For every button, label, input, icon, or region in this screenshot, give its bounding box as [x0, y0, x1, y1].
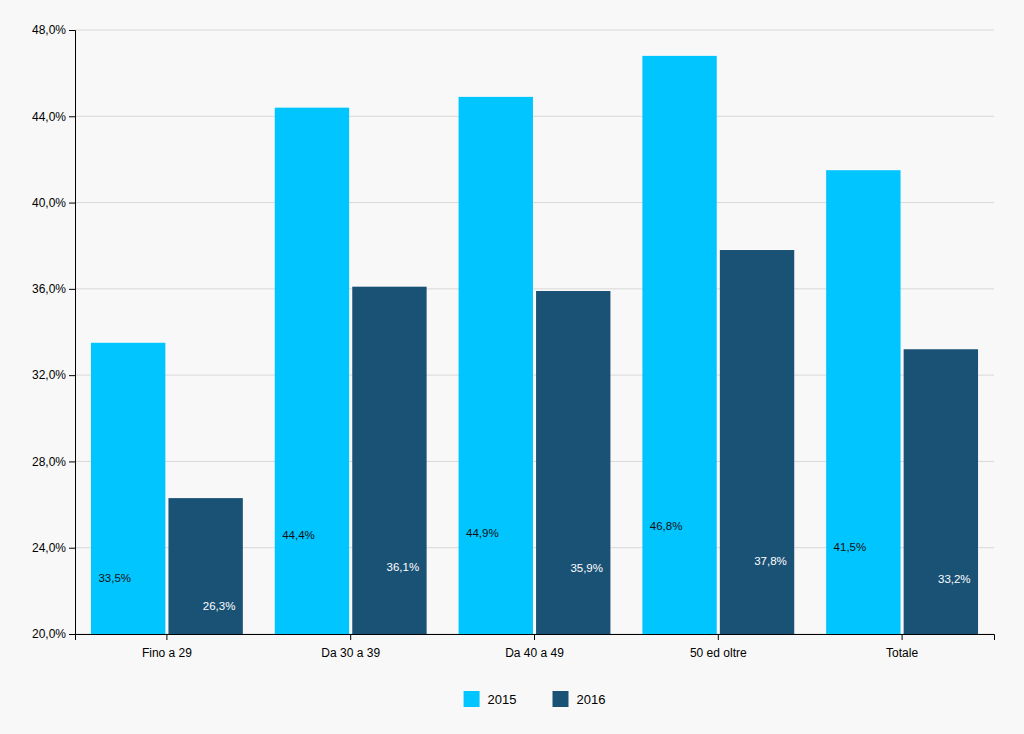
x-tick-label: Fino a 29 [142, 646, 192, 660]
y-tick-label: 44,0% [32, 110, 66, 124]
y-tick-mark [69, 461, 75, 462]
legend-item: 2015 [464, 691, 517, 707]
x-tick-label: 50 ed oltre [690, 646, 747, 660]
data-label: 33,5% [98, 572, 131, 584]
y-tick-label: 40,0% [32, 196, 66, 210]
x-tick: Da 40 a 49 [505, 634, 564, 660]
x-tick-label: Da 40 a 49 [505, 646, 564, 660]
y-tick-label: 32,0% [32, 368, 66, 382]
x-tick: Da 30 a 39 [321, 634, 380, 660]
y-tick: 24,0% [32, 541, 75, 555]
grid-line [75, 30, 994, 31]
bar [168, 498, 242, 634]
y-tick-mark [69, 289, 75, 290]
x-tick-label: Da 30 a 39 [321, 646, 380, 660]
x-axis: Fino a 29 Da 30 a 39 Da 40 a 49 50 ed oltre… [76, 634, 995, 660]
background [0, 0, 1024, 734]
bar [904, 349, 978, 634]
series-bars [91, 56, 901, 634]
data-label: 44,9% [466, 527, 499, 539]
data-label: 35,9% [570, 562, 603, 574]
y-tick-mark [69, 548, 75, 549]
data-label: 26,3% [203, 600, 236, 612]
y-tick-mark [69, 203, 75, 204]
y-tick: 40,0% [32, 196, 75, 210]
legend-label: 2016 [577, 692, 606, 707]
y-tick: 36,0% [32, 282, 75, 296]
x-tick-mark [166, 634, 167, 640]
data-label: 46,8% [650, 520, 683, 532]
y-tick: 44,0% [32, 110, 75, 124]
y-tick-label: 24,0% [32, 541, 66, 555]
x-tick-mark [534, 634, 535, 640]
x-tick: Fino a 29 [142, 634, 192, 660]
grid [75, 30, 994, 634]
y-tick: 20,0% [32, 627, 75, 641]
legend-swatch [464, 691, 480, 707]
y-tick: 48,0% [32, 23, 75, 37]
bar [536, 291, 610, 634]
y-tick-label: 20,0% [32, 627, 66, 641]
x-tick-mark [718, 634, 719, 640]
data-label: 41,5% [834, 541, 867, 553]
y-tick: 32,0% [32, 368, 75, 382]
bar [642, 56, 716, 634]
x-axis-line [76, 635, 995, 641]
y-tick-mark [69, 634, 75, 635]
chart: 20,0% 24,0% 28,0% 32,0% 36,0% 40,0% 44,0% 48,0%… [0, 0, 1024, 734]
data-label: 33,2% [938, 573, 971, 585]
legend-item: 2016 [553, 691, 606, 707]
bar [826, 170, 900, 634]
y-tick-label: 28,0% [32, 455, 66, 469]
y-tick-label: 36,0% [32, 282, 66, 296]
data-label: 44,4% [282, 529, 315, 541]
x-tick: 50 ed oltre [690, 634, 747, 660]
data-label: 36,1% [387, 561, 420, 573]
y-tick: 28,0% [32, 455, 75, 469]
bar [459, 97, 533, 634]
bar [91, 343, 165, 634]
bar [720, 250, 794, 634]
y-tick-mark [69, 30, 75, 31]
data-labels: 33,5% 44,4% 44,9% 46,8% 41,5% 26,3% 36,1% 35,9%… [98, 520, 970, 612]
y-tick-mark [69, 116, 75, 117]
bar [275, 108, 349, 634]
series-bars [168, 250, 978, 634]
y-axis: 20,0% 24,0% 28,0% 32,0% 36,0% 40,0% 44,0% 48,0% [32, 23, 76, 641]
x-tick-mark [350, 634, 351, 640]
data-label: 37,8% [754, 555, 787, 567]
x-tick: Totale [886, 634, 918, 660]
grid-line [75, 116, 994, 117]
bar [352, 287, 426, 634]
legend: 2015 2016 [464, 691, 606, 707]
bars [91, 56, 978, 634]
plot: 20,0% 24,0% 28,0% 32,0% 36,0% 40,0% 44,0% 48,0%… [32, 23, 995, 660]
x-tick-label: Totale [886, 646, 918, 660]
y-tick-mark [69, 375, 75, 376]
y-tick-label: 48,0% [32, 23, 66, 37]
legend-swatch [553, 691, 569, 707]
x-tick-mark [902, 634, 903, 640]
y-axis-line [69, 31, 76, 635]
legend-label: 2015 [488, 692, 517, 707]
